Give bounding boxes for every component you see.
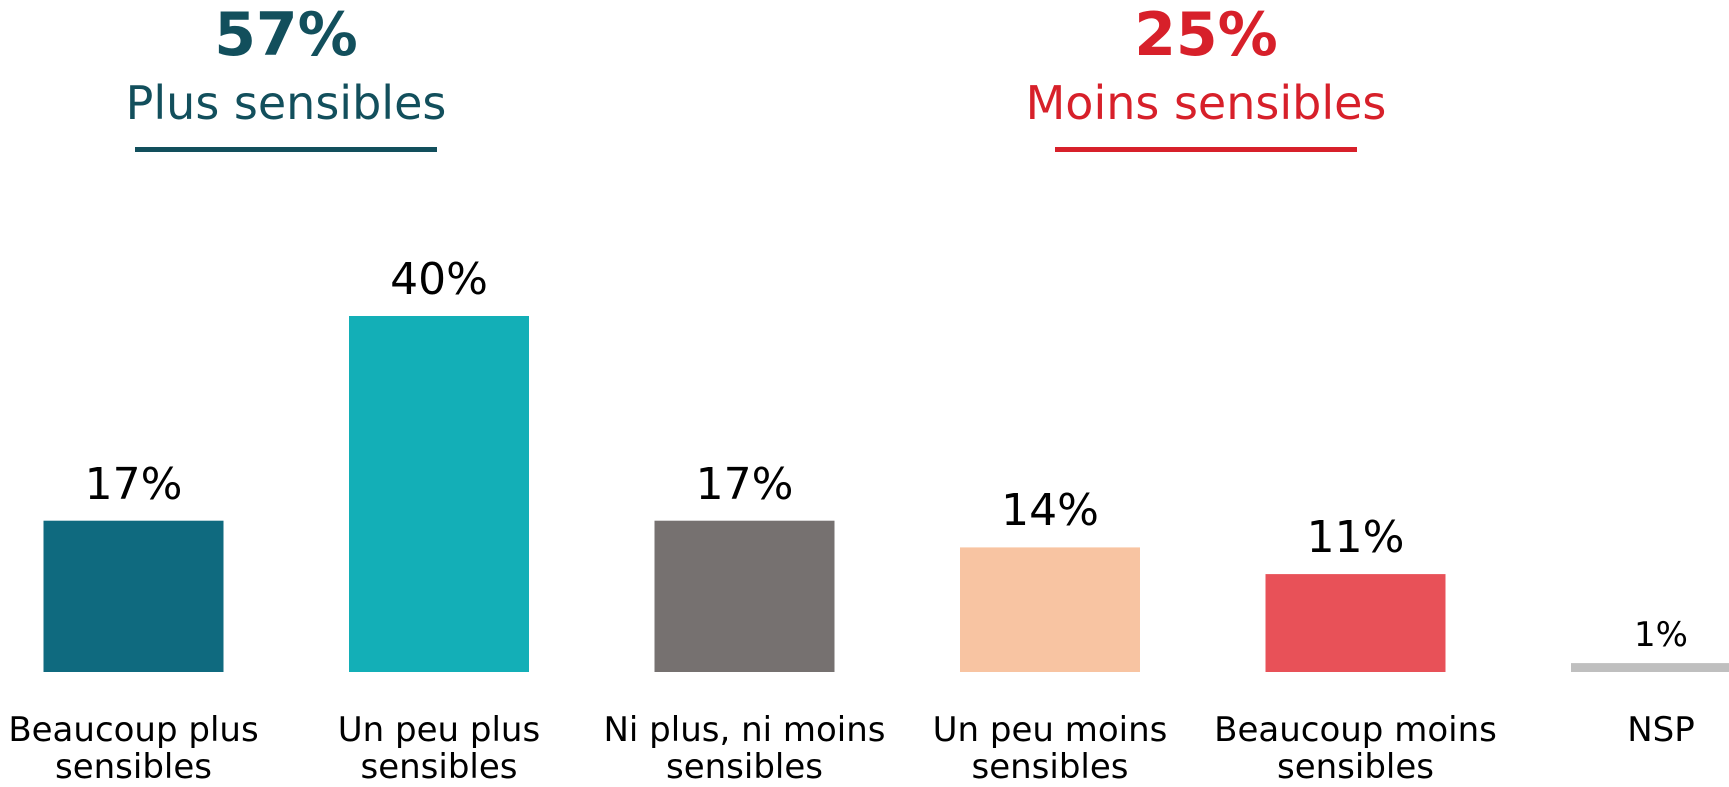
value-label: 1%	[1634, 615, 1688, 656]
bar	[654, 520, 835, 672]
bar	[1571, 663, 1729, 672]
category-label: Ni plus, ni moins sensibles	[603, 710, 886, 787]
group-value: 25%	[1134, 0, 1278, 70]
value-label: 17%	[84, 458, 183, 510]
group-underline	[135, 147, 437, 152]
bar	[349, 316, 529, 672]
group-label: Plus sensibles	[125, 76, 447, 130]
bar	[43, 520, 224, 672]
group-value: 57%	[214, 0, 358, 70]
bar	[1265, 574, 1446, 672]
category-label: Beaucoup plus sensibles	[8, 710, 259, 787]
group-label: Moins sensibles	[1025, 76, 1387, 130]
value-label: 17%	[695, 458, 794, 510]
category-label: Un peu moins sensibles	[932, 710, 1168, 787]
value-label: 11%	[1306, 512, 1405, 564]
value-label: 40%	[390, 254, 488, 305]
category-label: Un peu plus sensibles	[337, 710, 541, 787]
bar	[960, 547, 1140, 672]
category-label: NSP	[1627, 710, 1695, 750]
value-label: 14%	[1001, 485, 1099, 537]
category-label: Beaucoup moins sensibles	[1214, 710, 1497, 787]
group-underline	[1055, 147, 1357, 152]
